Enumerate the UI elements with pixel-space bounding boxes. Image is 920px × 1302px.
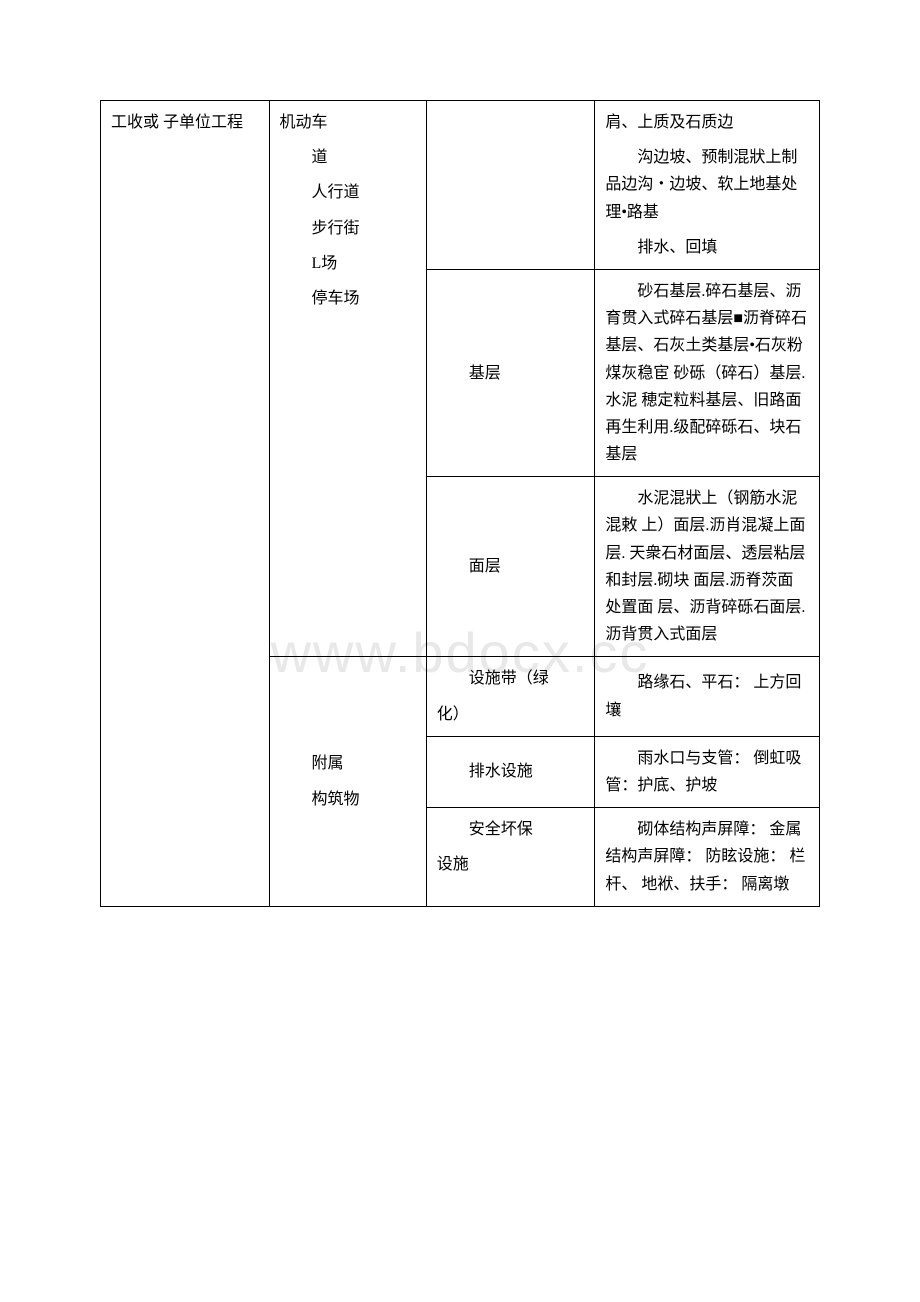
text: 安全坏保 bbox=[437, 816, 585, 843]
cell-drainage: 排水设施 bbox=[426, 736, 595, 807]
text: 机动车 bbox=[280, 109, 416, 136]
text: 附属 bbox=[280, 750, 416, 777]
text: 路缘石、平石： 上方回壤 bbox=[605, 669, 809, 723]
cell-facility-belt-content: 路缘石、平石： 上方回壤 bbox=[595, 657, 820, 736]
text: 道 bbox=[280, 144, 416, 171]
cell-subgrade-content: 肩、上质及石质边 沟边坡、预制混狀上制品边沟・边坡、软上地基处理•路基 排水、回… bbox=[595, 101, 820, 270]
text: 化） bbox=[437, 701, 585, 728]
text: 步行街 bbox=[280, 215, 416, 242]
cell-facility-belt: 设施带（绿 化） bbox=[426, 657, 595, 736]
text: 沟边坡、预制混狀上制品边沟・边坡、软上地基处理•路基 bbox=[605, 144, 809, 226]
cell-unit-project: 工收或 子单位工程 bbox=[101, 101, 270, 907]
text: 水泥混狀上（钢筋水泥混敕 上）面层.沥肖混凝上面层. 天衆石材面层、透层粘层和封… bbox=[605, 485, 809, 648]
cell-empty bbox=[426, 101, 595, 270]
text: 面层 bbox=[437, 553, 585, 580]
cell-road-types: 机动车 道 人行道 步行街 L场 停车场 bbox=[269, 101, 426, 657]
text: 停车场 bbox=[280, 285, 416, 312]
cell-base-layer: 基层 bbox=[426, 269, 595, 476]
text: 雨水口与支管： 倒虹吸管：护底、护坡 bbox=[605, 745, 809, 799]
text: 排水设施 bbox=[437, 758, 585, 785]
cell-base-layer-content: 砂石基层.碎石基层、沥育贯入式碎石基层■沥脊碎石 基层、石灰土类基层•石灰粉煤灰… bbox=[595, 269, 820, 476]
text: 设施带（绿 bbox=[437, 665, 585, 692]
text: 排水、回填 bbox=[605, 234, 809, 261]
text: 人行道 bbox=[280, 179, 416, 206]
cell-surface-layer-content: 水泥混狀上（钢筋水泥混敕 上）面层.沥肖混凝上面层. 天衆石材面层、透层粘层和封… bbox=[595, 477, 820, 657]
cell-safety: 安全坏保 设施 bbox=[426, 808, 595, 907]
text: 设施 bbox=[437, 851, 585, 878]
text: 砂石基层.碎石基层、沥育贯入式碎石基层■沥脊碎石 基层、石灰土类基层•石灰粉煤灰… bbox=[605, 278, 809, 468]
cell-drainage-content: 雨水口与支管： 倒虹吸管：护底、护坡 bbox=[595, 736, 820, 807]
table-row: 工收或 子单位工程 机动车 道 人行道 步行街 L场 停车场 肩、上质及石质边 … bbox=[101, 101, 820, 270]
text: 构筑物 bbox=[280, 786, 416, 813]
text: 基层 bbox=[437, 360, 585, 387]
text: 肩、上质及石质边 bbox=[605, 109, 809, 136]
cell-ancillary: 附属 构筑物 bbox=[269, 657, 426, 906]
cell-safety-content: 砌体结构声屏障： 金属结构声屏障： 防眩设施： 栏杆、 地袱、扶手： 隔离墩 bbox=[595, 808, 820, 907]
cell-surface-layer: 面层 bbox=[426, 477, 595, 657]
text: 砌体结构声屏障： 金属结构声屏障： 防眩设施： 栏杆、 地袱、扶手： 隔离墩 bbox=[605, 816, 809, 898]
text: 工收或 子单位工程 bbox=[111, 109, 259, 136]
text: L场 bbox=[280, 250, 416, 277]
document-table: 工收或 子单位工程 机动车 道 人行道 步行街 L场 停车场 肩、上质及石质边 … bbox=[100, 100, 820, 907]
